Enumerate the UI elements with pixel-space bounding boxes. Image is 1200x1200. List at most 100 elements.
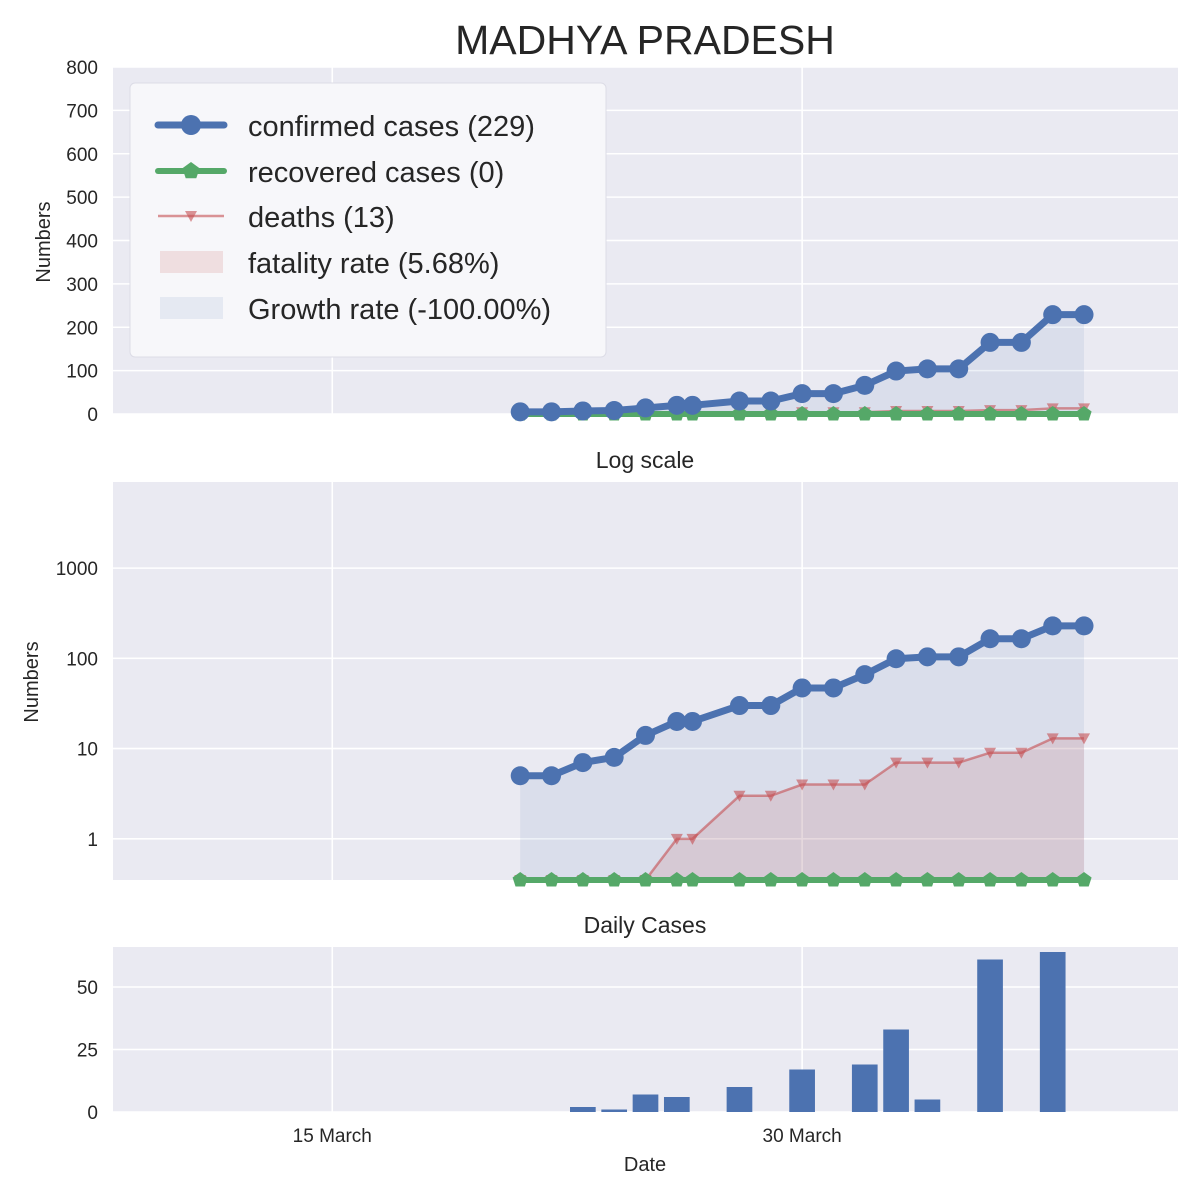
legend-deaths-marker xyxy=(185,211,197,222)
y-tick-label: 1 xyxy=(87,830,98,851)
recovered-point xyxy=(731,872,748,887)
deaths-point xyxy=(890,757,903,769)
recovered-point xyxy=(825,872,841,887)
recovered-point xyxy=(512,872,528,887)
recovered-point xyxy=(982,406,998,421)
y-tick-label: 100 xyxy=(66,362,98,383)
daily-panel-y-ticks: 0 25 50 xyxy=(77,978,98,1124)
confirmed-point xyxy=(1011,629,1031,649)
daily-bar xyxy=(663,1097,690,1112)
linear-panel-plot xyxy=(510,305,1094,422)
log-panel-grid xyxy=(113,482,1178,880)
recovered-point xyxy=(888,872,904,887)
log-panel-title: Log scale xyxy=(596,447,694,473)
legend-confirmed-marker xyxy=(181,115,201,135)
confirmed-point xyxy=(792,678,812,698)
legend-box xyxy=(129,82,607,358)
confirmed-point xyxy=(510,402,530,422)
figure-title: MADHYA PRADESH xyxy=(455,17,835,63)
confirmed-point xyxy=(542,402,562,422)
confirmed-point xyxy=(917,359,937,379)
daily-bar xyxy=(977,959,1003,1112)
deaths-point xyxy=(952,757,965,769)
confirmed-point xyxy=(1011,332,1031,352)
deaths-point xyxy=(686,833,699,845)
recovered-point xyxy=(684,872,701,887)
linear-panel-y-label: Numbers xyxy=(33,201,55,282)
linear-panel-y-ticks: 0 100 200 300 400 500 600 700 800 xyxy=(66,58,98,426)
y-tick-label: 200 xyxy=(66,318,98,339)
recovered-point xyxy=(575,872,591,887)
log-scale-panel: Log scale 1 10 100 1000 Numbers xyxy=(21,447,1178,887)
deaths-point xyxy=(827,779,840,791)
confirmed-point xyxy=(573,753,593,773)
recovered-point xyxy=(982,872,998,887)
confirmed-point xyxy=(886,361,906,381)
y-tick-label: 800 xyxy=(66,58,98,79)
daily-panel-title: Daily Cases xyxy=(584,912,707,938)
confirmed-point xyxy=(823,384,843,404)
deaths-point xyxy=(733,790,746,802)
recovered-point xyxy=(794,872,810,887)
confirmed-point xyxy=(980,332,1000,352)
recovered-point xyxy=(919,406,935,421)
confirmed-point xyxy=(855,375,875,395)
growth-rate-area xyxy=(520,625,1085,880)
legend-fatality-patch xyxy=(160,251,223,273)
confirmed-point xyxy=(1043,616,1063,636)
legend-growth-patch xyxy=(160,297,223,319)
confirmed-point xyxy=(729,696,749,716)
y-tick-label: 25 xyxy=(77,1041,98,1062)
linear-scale-panel: 0 100 200 300 400 500 600 700 800 Numbers confir… xyxy=(33,58,1178,426)
recovered-point xyxy=(825,406,841,421)
daily-panel-bars xyxy=(570,952,1066,1112)
confirmed-point xyxy=(761,696,781,716)
deaths-point xyxy=(858,779,871,791)
log-panel-y-ticks: 1 10 100 1000 xyxy=(56,559,98,851)
daily-bar xyxy=(883,1029,909,1112)
legend-handles xyxy=(154,115,228,319)
confirmed-point xyxy=(886,649,906,669)
confirmed-point xyxy=(636,398,655,418)
daily-bar xyxy=(789,1069,815,1112)
legend-label-fatality-rate: fatality rate (5.68%) xyxy=(248,248,499,280)
confirmed-point xyxy=(667,395,687,415)
confirmed-point xyxy=(729,391,749,411)
recovered-point xyxy=(794,406,810,421)
legend-label-deaths: deaths (13) xyxy=(248,202,395,234)
daily-bar xyxy=(601,1109,628,1112)
recovered-point xyxy=(1076,406,1092,421)
y-tick-label: 0 xyxy=(87,405,98,426)
x-tick-label: 15 March xyxy=(293,1126,372,1147)
x-tick-label: 30 March xyxy=(763,1126,842,1147)
confirmed-point xyxy=(573,401,593,421)
legend: confirmed cases (229) recovered cases (0… xyxy=(129,82,607,358)
recovered-point xyxy=(1076,872,1092,887)
recovered-point xyxy=(919,872,935,887)
x-axis-label: Date xyxy=(624,1154,666,1176)
recovered-point xyxy=(606,872,622,887)
confirmed-point xyxy=(604,747,624,767)
confirmed-point xyxy=(949,647,969,667)
recovered-point xyxy=(543,872,560,887)
deaths-point xyxy=(1046,733,1059,745)
date-axis-ticks: 15 March 30 March xyxy=(293,1126,842,1147)
recovered-point xyxy=(763,872,779,887)
daily-cases-panel: Daily Cases 0 25 50 15 March 30 March Date xyxy=(77,912,1178,1176)
daily-bar xyxy=(914,1099,941,1112)
recovered-point xyxy=(857,872,873,887)
y-tick-label: 50 xyxy=(77,978,98,999)
y-tick-label: 100 xyxy=(66,649,98,670)
y-tick-label: 1000 xyxy=(56,559,98,580)
recovered-point xyxy=(951,406,967,421)
legend-label-confirmed: confirmed cases (229) xyxy=(248,111,535,143)
recovered-point xyxy=(1045,872,1061,887)
confirmed-point xyxy=(823,678,843,698)
confirmed-point xyxy=(855,665,875,685)
confirmed-point xyxy=(636,725,655,745)
fatality-rate-area xyxy=(520,738,1085,880)
confirmed-point xyxy=(761,391,781,411)
deaths-point xyxy=(670,833,683,845)
daily-panel-background xyxy=(113,947,1178,1112)
